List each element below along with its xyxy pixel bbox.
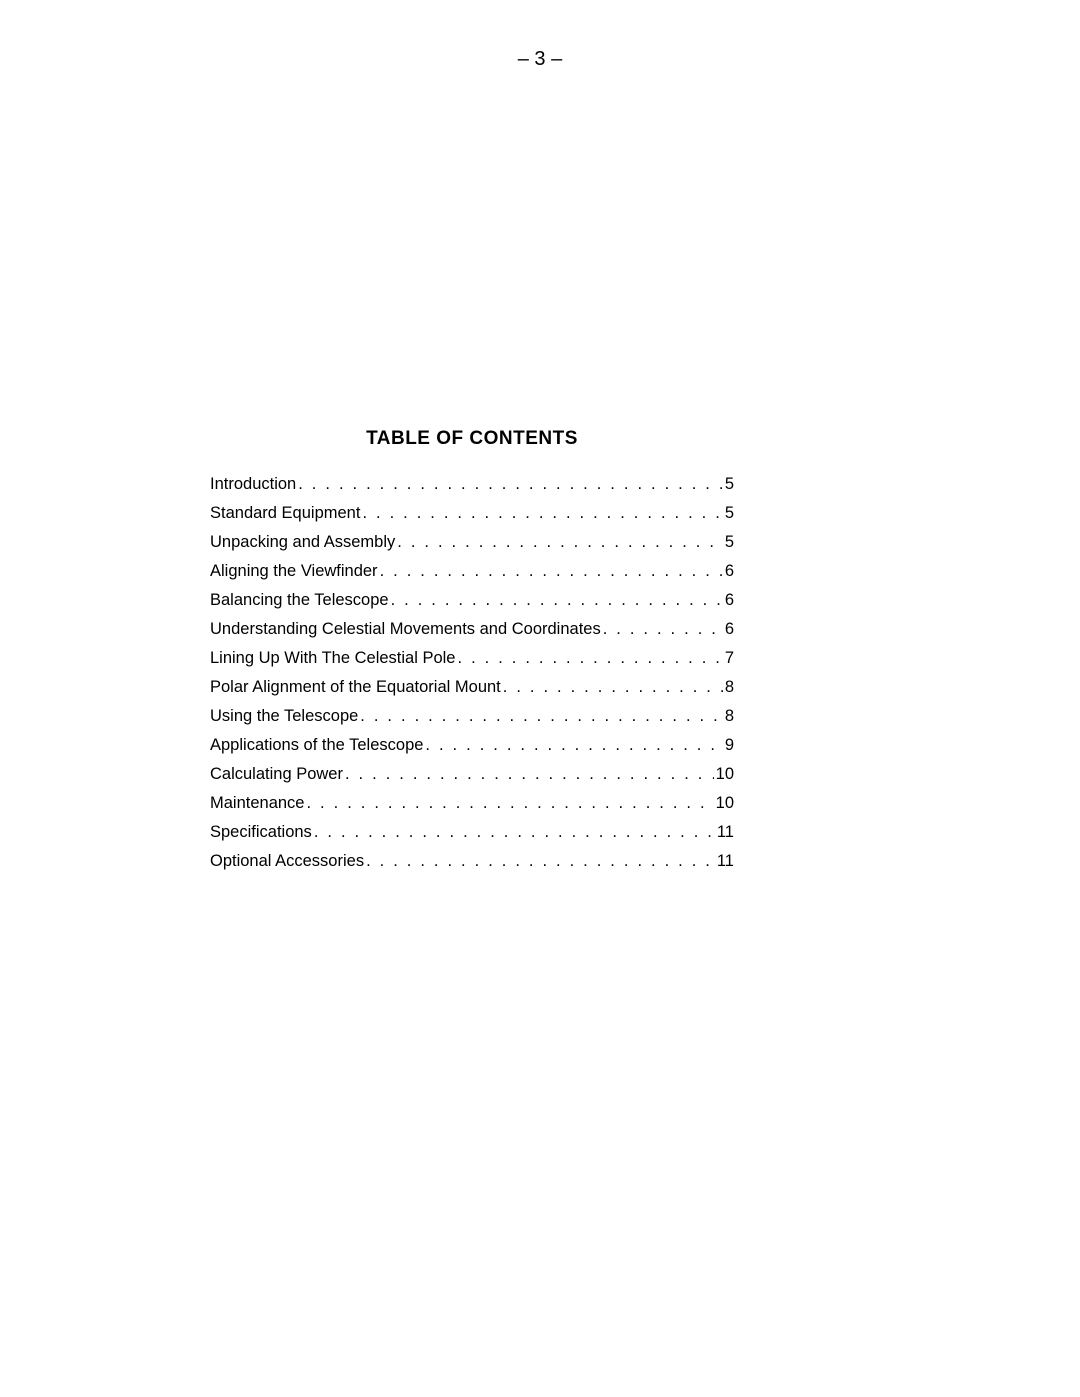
toc-entry-page: 5: [725, 505, 734, 522]
toc-entry-leader-dots: [345, 766, 714, 783]
toc-entry-leader-dots: [603, 621, 723, 638]
toc-entry-label: Maintenance: [210, 795, 304, 812]
toc-entry-page: 6: [725, 592, 734, 609]
toc-entry-page: 6: [725, 563, 734, 580]
toc-entry-leader-dots: [366, 853, 715, 870]
toc-entry: Introduction 5: [210, 476, 734, 493]
toc-entry-page: 8: [725, 679, 734, 696]
toc-entry: Applications of the Telescope 9: [210, 737, 734, 754]
toc-entry: Aligning the Viewfinder 6: [210, 563, 734, 580]
toc-list: Introduction 5Standard Equipment 5Unpack…: [210, 476, 734, 870]
toc-entry-leader-dots: [380, 563, 723, 580]
toc-entry-leader-dots: [391, 592, 723, 609]
toc-entry-label: Introduction: [210, 476, 296, 493]
toc-entry: Unpacking and Assembly 5: [210, 534, 734, 551]
toc-entry-page: 11: [717, 824, 734, 841]
toc-entry-label: Applications of the Telescope: [210, 737, 423, 754]
toc-entry: Specifications 11: [210, 824, 734, 841]
toc-entry-page: 11: [717, 853, 734, 870]
toc-entry-page: 6: [725, 621, 734, 638]
toc-entry: Maintenance 10: [210, 795, 734, 812]
toc-entry-label: Using the Telescope: [210, 708, 358, 725]
toc-entry: Polar Alignment of the Equatorial Mount …: [210, 679, 734, 696]
toc-entry: Lining Up With The Celestial Pole 7: [210, 650, 734, 667]
toc-entry-page: 10: [716, 766, 734, 783]
page-number: – 3 –: [0, 48, 1080, 71]
toc-entry-page: 10: [716, 795, 734, 812]
toc-entry-leader-dots: [306, 795, 713, 812]
toc-entry-page: 9: [725, 737, 734, 754]
toc-entry: Optional Accessories 11: [210, 853, 734, 870]
toc-entry-label: Polar Alignment of the Equatorial Mount: [210, 679, 501, 696]
toc-entry-leader-dots: [314, 824, 715, 841]
toc-entry-label: Understanding Celestial Movements and Co…: [210, 621, 601, 638]
toc-entry-label: Specifications: [210, 824, 312, 841]
toc-entry-label: Standard Equipment: [210, 505, 360, 522]
toc-entry-label: Optional Accessories: [210, 853, 364, 870]
toc-entry-label: Lining Up With The Celestial Pole: [210, 650, 456, 667]
toc-entry-page: 5: [725, 534, 734, 551]
toc-entry-label: Unpacking and Assembly: [210, 534, 395, 551]
toc-entry-leader-dots: [425, 737, 722, 754]
toc-entry-label: Balancing the Telescope: [210, 592, 389, 609]
toc-entry-leader-dots: [360, 708, 723, 725]
toc-entry-label: Aligning the Viewfinder: [210, 563, 378, 580]
toc-entry-label: Calculating Power: [210, 766, 343, 783]
toc-entry-leader-dots: [458, 650, 723, 667]
toc-entry-page: 7: [725, 650, 734, 667]
toc-container: TABLE OF CONTENTS Introduction 5Standard…: [210, 428, 734, 882]
toc-entry: Calculating Power 10: [210, 766, 734, 783]
toc-entry-page: 8: [725, 708, 734, 725]
toc-entry-leader-dots: [397, 534, 723, 551]
toc-entry: Understanding Celestial Movements and Co…: [210, 621, 734, 638]
toc-entry-leader-dots: [362, 505, 722, 522]
toc-entry: Using the Telescope 8: [210, 708, 734, 725]
toc-title: TABLE OF CONTENTS: [210, 428, 734, 450]
toc-entry-leader-dots: [503, 679, 723, 696]
toc-entry-page: 5: [725, 476, 734, 493]
toc-entry-leader-dots: [298, 476, 723, 493]
toc-entry: Standard Equipment 5: [210, 505, 734, 522]
toc-entry: Balancing the Telescope 6: [210, 592, 734, 609]
